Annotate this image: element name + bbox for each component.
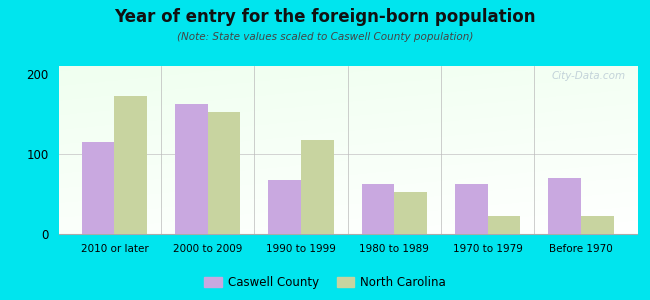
Bar [268,180,301,234]
Text: (Note: State values scaled to Caswell County population): (Note: State values scaled to Caswell Co… [177,32,473,41]
Text: City-Data.com: City-Data.com [551,71,625,81]
Bar [362,184,395,234]
Legend: Caswell County, North Carolina: Caswell County, North Carolina [200,272,450,294]
Bar [549,178,581,234]
Bar [114,96,147,234]
Bar [175,103,208,234]
Bar [455,184,488,234]
Bar [395,192,427,234]
Bar [301,140,333,234]
Bar [82,142,114,234]
Text: Year of entry for the foreign-born population: Year of entry for the foreign-born popul… [114,8,536,26]
Bar [208,112,240,234]
Bar [581,216,614,234]
Bar [488,216,521,234]
